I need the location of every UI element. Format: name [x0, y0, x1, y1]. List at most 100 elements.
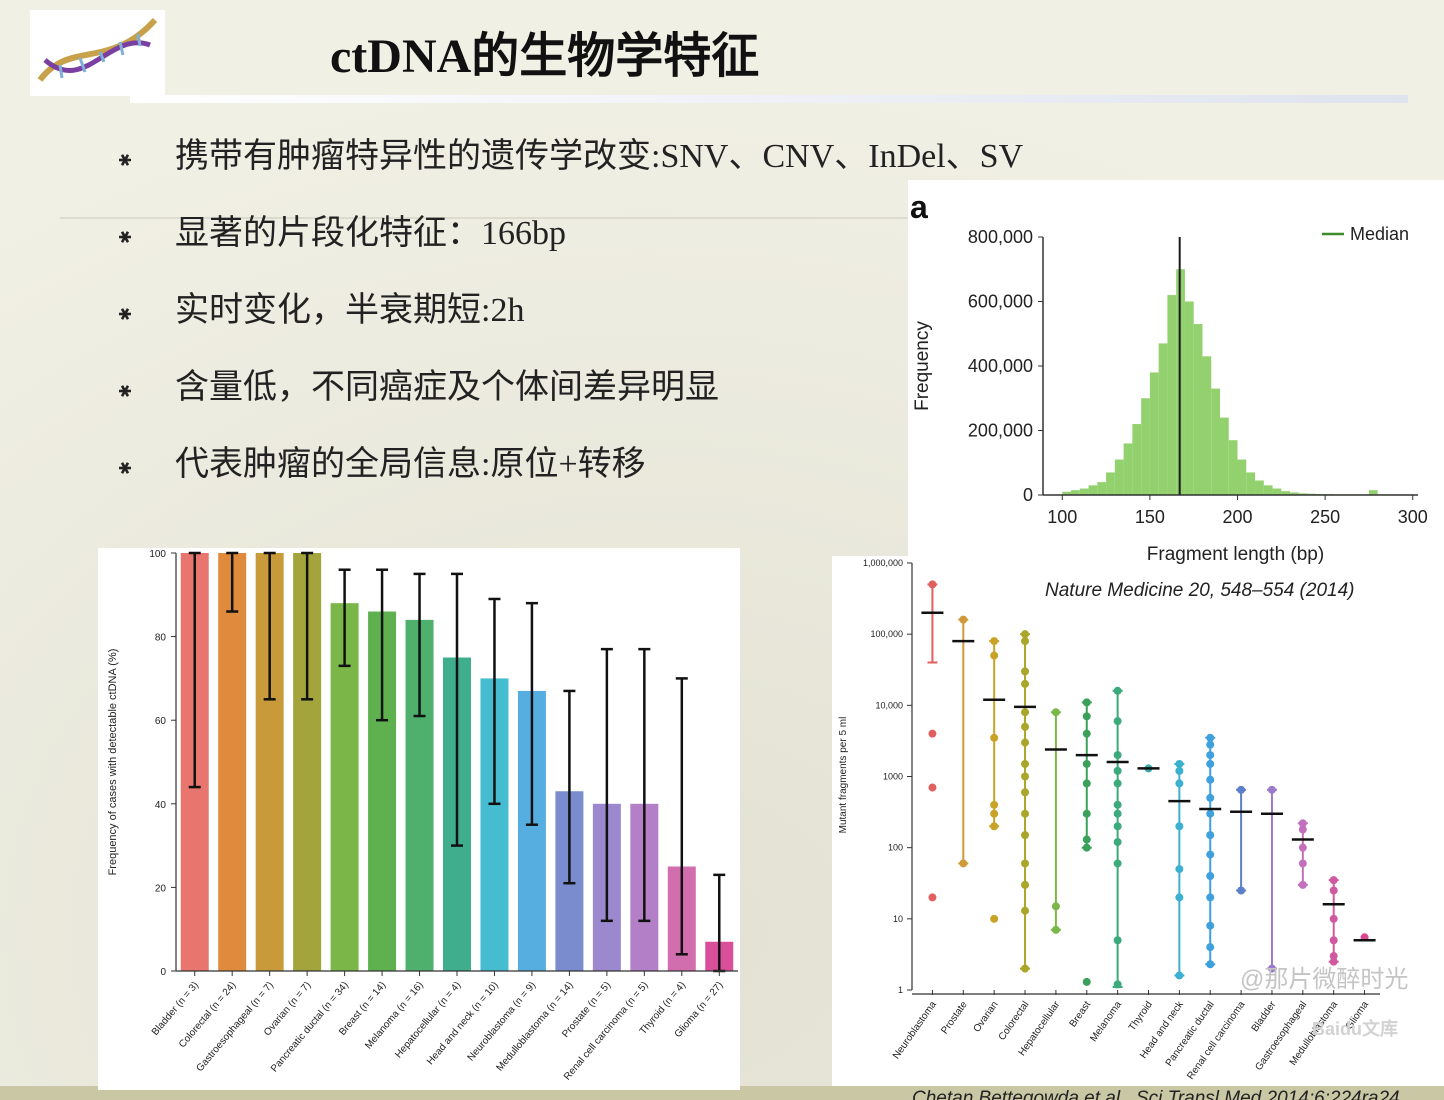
- data-point: [1298, 819, 1307, 828]
- bullet-text: 携带有肿瘤特异性的遗传学改变:SNV、CNV、InDel、SV: [175, 137, 1024, 175]
- error-bar: [301, 551, 314, 701]
- data-point: [1175, 971, 1184, 980]
- data-point: [1021, 722, 1030, 731]
- data-point: [1082, 835, 1091, 844]
- histogram-bar: [1184, 301, 1194, 495]
- data-point: [1267, 785, 1276, 794]
- y-tick-label: 800,000: [968, 227, 1033, 247]
- y-tick-label: 100: [888, 843, 903, 853]
- y-tick-label: 10,000: [875, 700, 903, 710]
- bullet-stroke: [120, 231, 130, 243]
- y-tick-label: 400,000: [968, 356, 1033, 376]
- histogram-bar: [1237, 459, 1247, 495]
- y-tick-label: 600,000: [968, 292, 1033, 312]
- histogram-bar: [1281, 491, 1291, 495]
- error-bar: [451, 572, 463, 847]
- data-point: [1267, 964, 1276, 973]
- data-point: [1021, 809, 1030, 818]
- data-point: [990, 809, 999, 818]
- data-point: [1329, 936, 1338, 945]
- y-tick-label: 80: [155, 633, 167, 644]
- data-point: [1082, 809, 1091, 818]
- error-bar: [188, 551, 201, 789]
- data-point: [990, 800, 999, 809]
- legend-label: Median: [1350, 224, 1409, 244]
- data-point: [1298, 859, 1307, 868]
- data-point: [1082, 712, 1091, 721]
- data-point: [1175, 822, 1184, 831]
- data-point: [1206, 871, 1215, 880]
- histogram-bar: [1158, 343, 1168, 495]
- x-tick-label: 250: [1310, 507, 1340, 527]
- data-point: [1021, 859, 1030, 868]
- y-tick-label: 0: [160, 967, 166, 978]
- slide-title: ctDNA的生物学特征: [330, 30, 759, 83]
- histogram-bar: [1106, 472, 1115, 495]
- histogram-bar: [1219, 417, 1229, 495]
- data-point: [1113, 800, 1122, 809]
- data-point: [1175, 865, 1184, 874]
- data-point: [1051, 925, 1060, 934]
- data-point: [1021, 906, 1030, 915]
- data-point: [1113, 980, 1122, 989]
- histogram-bar: [1114, 459, 1124, 495]
- data-point: [928, 893, 937, 902]
- data-point: [1298, 880, 1307, 889]
- data-point: [1113, 717, 1122, 726]
- data-point: [1021, 738, 1030, 747]
- data-point: [1082, 698, 1091, 707]
- y-axis-label: Frequency of cases with detectable ctDNA…: [107, 649, 119, 876]
- data-point: [1051, 902, 1060, 911]
- bullet-marker: [119, 308, 131, 320]
- data-point: [1206, 751, 1215, 760]
- error-bar: [563, 689, 576, 885]
- y-axis-label: Mutant fragments per 5 ml: [838, 717, 849, 834]
- data-point: [1021, 667, 1030, 676]
- watermark: @那片微醉时光: [1240, 966, 1408, 993]
- data-point: [1206, 759, 1215, 768]
- data-point: [1206, 775, 1215, 784]
- y-tick-label: 10: [893, 914, 903, 924]
- x-axis-label: Fragment length (bp): [1147, 544, 1324, 565]
- data-point: [990, 914, 999, 923]
- caption: Nature Medicine 20, 548–554 (2014): [1045, 580, 1354, 601]
- histogram-bar: [1246, 472, 1256, 495]
- data-point: [990, 822, 999, 831]
- histogram-bar: [1062, 491, 1072, 495]
- data-point: [1113, 686, 1122, 695]
- data-point: [1206, 943, 1215, 952]
- data-point: [1082, 759, 1091, 768]
- dna-logo: [30, 10, 165, 96]
- panel-label: a: [910, 189, 928, 225]
- histogram-bar: [1079, 488, 1089, 495]
- x-tick-label: 100: [1047, 507, 1077, 527]
- error-bar: [675, 677, 688, 956]
- error-bar: [488, 597, 501, 806]
- data-point: [990, 637, 999, 646]
- data-point: [1113, 766, 1122, 775]
- bullet-stroke: [120, 308, 130, 320]
- data-point: [1113, 838, 1122, 847]
- data-point: [1206, 960, 1215, 969]
- y-tick-label: 100,000: [870, 629, 903, 639]
- histogram-bar: [1211, 388, 1220, 495]
- histogram-bar: [1097, 482, 1107, 495]
- data-point: [1082, 729, 1091, 738]
- histogram-bar: [1255, 480, 1264, 495]
- title-rule: [130, 95, 1408, 103]
- error-bar: [525, 601, 538, 826]
- data-point: [959, 615, 968, 624]
- data-point: [1329, 957, 1338, 966]
- data-point: [928, 783, 937, 792]
- data-point: [928, 729, 937, 738]
- x-tick-label: 300: [1398, 507, 1428, 527]
- histogram-bar: [1071, 490, 1080, 495]
- data-point: [1021, 831, 1030, 840]
- data-point: [990, 733, 999, 742]
- histogram-bar: [1290, 492, 1299, 495]
- histogram-bar: [1088, 485, 1098, 495]
- panel-strip-bg: [832, 556, 1444, 1086]
- histogram-bar: [1228, 440, 1238, 495]
- histogram-bar: [1149, 372, 1159, 495]
